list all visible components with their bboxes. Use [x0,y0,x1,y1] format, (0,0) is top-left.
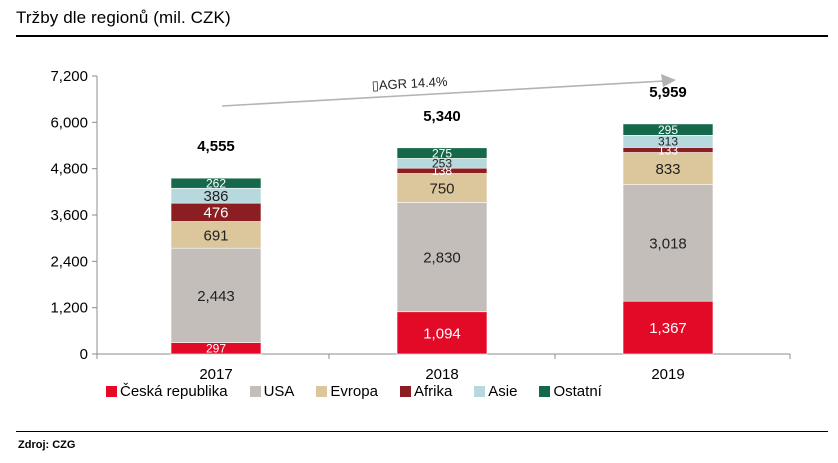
legend-item: Evropa [316,383,378,400]
legend-label: Asie [488,383,518,400]
bar-data-label: 476 [203,205,228,222]
legend-swatch [249,386,261,397]
legend-swatch [316,386,328,397]
bar-segment [170,221,262,249]
legend-label: Ostatní [553,383,602,400]
chart-legend: Česká republika USA Evropa Afrika Asie Ostatn… [106,383,624,400]
y-tick-label: 3,600 [50,207,88,224]
legend-item: Asie [474,383,517,400]
bar-data-label: 750 [429,180,454,197]
bar-segment [170,247,262,343]
bar-segment [622,123,714,136]
title-rule [16,35,828,37]
legend-item: Ostatní [539,383,602,400]
legend-label: Česká republika [120,383,228,400]
bar-segment [622,184,714,302]
bar-segment [622,152,714,185]
y-tick-label: 1,200 [50,300,88,317]
legend-item: Afrika [399,383,453,400]
bar-data-label: 691 [203,227,228,244]
bar-total-label: 5,340 [423,108,461,125]
bar-data-label: 833 [655,161,680,178]
bar-data-label: 1,094 [423,325,461,342]
legend-label: Afrika [413,383,453,400]
bar-data-label: 313 [658,135,678,149]
cagr-annotation: ▯AGR 14.4% [371,74,448,93]
legend-swatch [106,386,117,397]
bar-data-label: 275 [432,146,452,160]
y-tick-label: 7,200 [50,68,88,85]
bar-segment [170,177,262,189]
source-rule [16,431,828,432]
bar-segment [622,300,714,355]
bar-data-label: 2,443 [197,288,235,305]
bar-data-label: 262 [206,177,226,191]
bar-data-label: 297 [206,342,226,356]
cagr-arrow-line [221,80,665,107]
bar-total-label: 5,959 [649,84,687,101]
x-category-label: 2017 [199,366,232,383]
y-tick-label: 2,400 [50,253,88,270]
bar-data-label: 386 [203,188,228,205]
legend-item: USA [249,383,295,400]
bar-data-label: 1,367 [649,320,687,337]
bar-total-label: 4,555 [197,138,235,155]
y-tick-label: 4,800 [50,161,88,178]
bar-data-label: 3,018 [649,235,687,252]
bar-data-label: 295 [658,123,678,137]
legend-swatch [399,386,411,397]
legend-label: Evropa [330,383,378,400]
chart-title: Tržby dle regionů (mil. CZK) [16,8,231,27]
legend-swatch [539,386,551,397]
legend-item: Česká republika [106,383,228,400]
y-tick-label: 0 [80,346,88,363]
bar-segment [396,202,488,313]
bar-data-label: 253 [432,157,452,171]
bar-segment [396,311,488,355]
x-category-label: 2019 [651,366,684,383]
cagr-arrow-head [661,74,676,87]
bar-data-label: 2,830 [423,250,461,267]
bar-segment [396,147,488,159]
legend-label: USA [263,383,295,400]
y-tick-label: 6,000 [50,114,88,131]
source-note: Zdroj: CZG [18,439,76,451]
legend-swatch [474,386,486,397]
x-category-label: 2018 [425,366,458,383]
